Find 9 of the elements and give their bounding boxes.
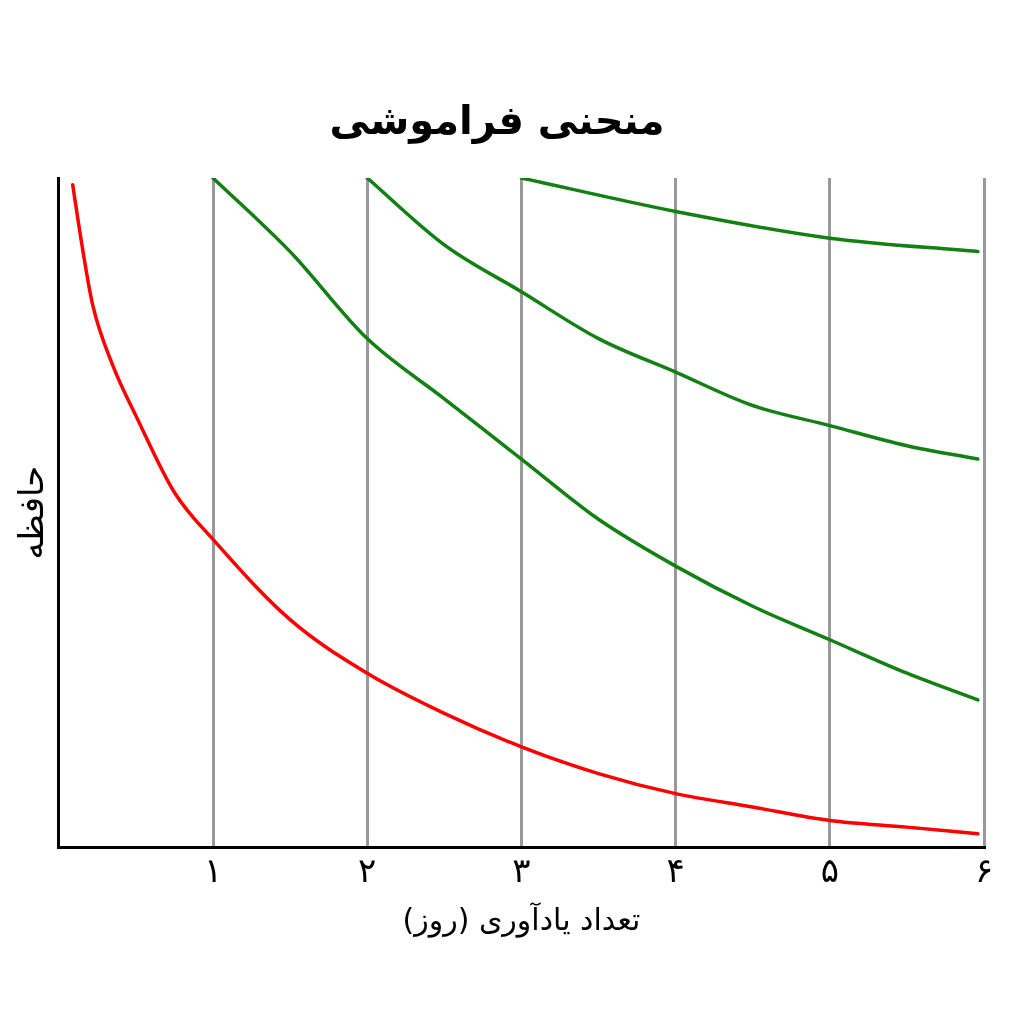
chart-title: منحنی فراموشی [329,97,665,145]
y-axis-title: حافظه [11,465,52,560]
x-tick-label: ۲ [358,850,377,891]
x-axis-title: تعداد یادآوری (روز) [402,901,641,938]
x-tick-label: ۴ [666,850,685,891]
x-tick-label: ۱ [203,850,223,891]
x-tick-label: ۳ [512,850,531,891]
x-tick-label: ۶ [974,850,994,891]
x-tick-label: ۵ [820,850,839,891]
